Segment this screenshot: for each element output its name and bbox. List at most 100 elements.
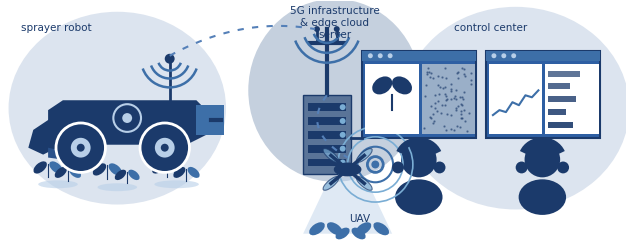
FancyBboxPatch shape [546,64,598,134]
Point [429,119,439,123]
Point [459,108,469,112]
Point [433,83,443,87]
Circle shape [334,26,340,32]
Circle shape [387,53,392,58]
FancyBboxPatch shape [548,109,566,115]
Point [452,70,462,74]
Ellipse shape [93,163,106,175]
FancyBboxPatch shape [362,51,476,138]
FancyBboxPatch shape [489,64,542,134]
Point [460,74,470,78]
Circle shape [340,159,346,166]
Ellipse shape [98,183,137,191]
Point [440,92,450,96]
FancyBboxPatch shape [548,71,580,76]
Circle shape [164,54,175,64]
Point [461,119,471,122]
Point [440,66,450,70]
Ellipse shape [518,179,566,215]
Point [425,75,435,79]
Point [462,129,472,133]
Point [437,87,447,91]
Point [459,90,469,94]
Point [428,121,438,125]
Point [459,68,469,71]
FancyBboxPatch shape [362,51,476,61]
Point [455,125,466,129]
Point [445,113,455,117]
Point [451,88,461,91]
Circle shape [340,118,346,124]
Circle shape [77,144,84,152]
Ellipse shape [129,170,140,180]
Ellipse shape [188,167,200,178]
Point [450,108,461,112]
Point [440,98,450,102]
Point [464,111,474,115]
Point [449,129,459,132]
Ellipse shape [38,180,77,188]
Point [446,87,456,91]
Point [434,92,444,96]
Ellipse shape [392,76,412,94]
Text: UAV: UAV [349,214,370,224]
Point [433,99,444,103]
Circle shape [491,53,496,58]
Point [466,82,476,86]
Circle shape [401,142,437,177]
Circle shape [501,53,507,58]
Circle shape [56,123,105,172]
Circle shape [340,146,346,152]
Polygon shape [48,100,206,145]
Circle shape [516,161,527,173]
Ellipse shape [154,180,199,188]
Ellipse shape [402,7,629,210]
Ellipse shape [372,76,392,94]
Circle shape [433,161,445,173]
FancyBboxPatch shape [548,122,573,128]
Point [422,70,432,74]
Circle shape [340,104,346,110]
FancyBboxPatch shape [308,131,346,139]
FancyBboxPatch shape [308,103,346,111]
Ellipse shape [248,0,421,182]
Ellipse shape [355,222,371,235]
Point [425,115,435,119]
Point [425,117,435,121]
Point [421,83,431,87]
Point [441,94,451,98]
Point [446,127,456,131]
FancyBboxPatch shape [486,51,600,138]
Point [459,73,469,76]
Point [466,78,476,82]
Ellipse shape [374,222,389,235]
Polygon shape [48,148,77,161]
FancyBboxPatch shape [308,117,346,125]
Circle shape [525,142,560,177]
Point [419,126,429,130]
Ellipse shape [108,163,122,175]
Point [442,97,452,101]
FancyBboxPatch shape [548,96,576,102]
Point [430,101,440,105]
Circle shape [557,161,569,173]
FancyBboxPatch shape [365,64,419,134]
Circle shape [340,132,346,138]
FancyBboxPatch shape [303,95,350,174]
Point [425,104,435,107]
Point [457,66,467,70]
Point [450,94,460,98]
Point [452,72,462,76]
Point [452,76,462,80]
FancyBboxPatch shape [421,64,475,134]
Point [456,109,466,113]
Point [457,103,467,107]
Polygon shape [28,108,63,155]
Ellipse shape [323,149,339,162]
Text: 5G infrastructure
& edge cloud
server: 5G infrastructure & edge cloud server [290,6,380,39]
FancyBboxPatch shape [308,145,346,153]
FancyBboxPatch shape [197,105,224,135]
Point [451,97,461,101]
Point [441,128,451,132]
Point [421,72,432,76]
